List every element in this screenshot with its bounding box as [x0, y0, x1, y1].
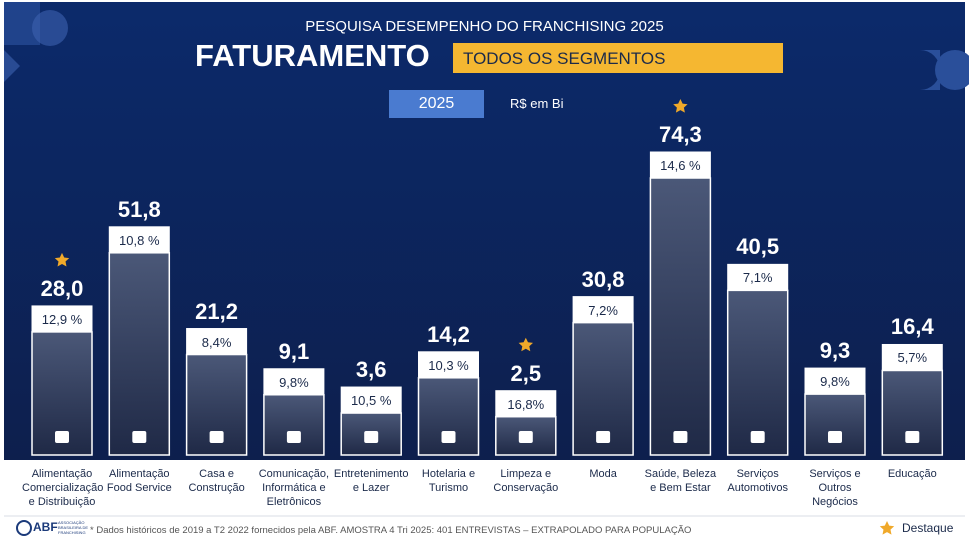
bar — [108, 252, 171, 456]
bar-icon — [828, 431, 842, 443]
bar-icon — [209, 431, 224, 443]
decor — [935, 50, 969, 90]
growth-box — [340, 386, 402, 414]
decor — [4, 2, 40, 45]
value-label: 16,4 — [890, 314, 934, 340]
bar — [263, 393, 325, 456]
value-label: 74,3 — [658, 122, 702, 147]
bar-icon — [518, 431, 533, 443]
x-tick-label: Serviços e Outros Negócios — [809, 468, 861, 508]
x-tick-label: Saúde, Beleza e Bem Estar — [644, 468, 717, 494]
highlight-star — [518, 337, 533, 352]
subtitle-box — [453, 43, 783, 73]
x-tick-label: Comunicação, Informática e Eletrônicos — [258, 468, 330, 508]
highlight-star — [673, 99, 688, 113]
bar — [804, 393, 866, 456]
value-label: 28,0 — [40, 275, 84, 301]
growth-label: 5,7% — [897, 350, 928, 366]
bar — [726, 289, 789, 456]
growth-label: 9,8% — [820, 374, 850, 390]
growth-label: 7,2% — [588, 302, 618, 318]
decor — [4, 50, 20, 82]
x-tick-label: Limpeza e Conservação — [493, 468, 559, 494]
growth-box — [727, 263, 789, 291]
growth-box — [418, 351, 479, 379]
value-label: 3,6 — [355, 357, 387, 383]
growth-label: 12,9 % — [41, 311, 83, 327]
growth-box — [186, 328, 248, 356]
bar-icon — [596, 431, 611, 443]
growth-label: 10,5 % — [350, 393, 392, 409]
decor — [920, 50, 940, 90]
value-label: 14,2 — [427, 321, 470, 347]
x-tick-label: Educação — [887, 468, 937, 480]
highlight-star — [54, 252, 70, 267]
x-tick-label: Casa e Construção — [188, 468, 245, 494]
growth-label: 10,3 % — [428, 357, 469, 373]
value-label: 21,2 — [195, 298, 238, 324]
x-tick-label: Alimentação Food Service — [106, 468, 172, 494]
year: 2025 — [418, 95, 455, 112]
growth-box — [31, 305, 93, 333]
growth-box — [572, 296, 634, 324]
legend-label: Destaque — [902, 521, 954, 535]
growth-box — [881, 343, 943, 371]
value-label: 51,8 — [117, 196, 161, 222]
bar-icon — [441, 431, 456, 443]
x-tick-label: Moda — [589, 468, 617, 480]
chart-subtitle: TODOS OS SEGMENTOS — [463, 49, 666, 68]
bar-icon — [132, 431, 147, 443]
legend-star — [879, 521, 895, 535]
growth-label: 7,1% — [742, 270, 773, 286]
growth-box — [804, 367, 866, 395]
chart-title: FATURAMENTO — [195, 38, 430, 73]
logo-mark — [16, 520, 32, 536]
x-tick-label: Hotelaria e Turismo — [421, 468, 476, 494]
supertitle: PESQUISA DESEMPENHO DO FRANCHISING 2025 — [305, 18, 664, 35]
growth-label: 9,8% — [279, 374, 309, 390]
bar-icon — [286, 431, 301, 443]
value-label: 30,8 — [581, 266, 625, 292]
growth-box — [649, 151, 711, 179]
bar-icon — [55, 431, 69, 443]
value-label: 9,1 — [278, 338, 310, 364]
value-label: 9,3 — [819, 338, 851, 364]
unit-label: R$ em Bi — [510, 96, 564, 111]
bar-icon — [905, 431, 920, 443]
x-tick-label: Serviços Automotivos — [727, 468, 788, 494]
bar — [649, 177, 712, 456]
x-tick-label: Alimentação Comercialização e Distribuiç… — [22, 468, 104, 508]
growth-label: 8,4% — [201, 334, 232, 350]
growth-label: 14,6 % — [660, 158, 701, 173]
value-label: 2,5 — [510, 360, 542, 386]
x-tick-label: Entretenimento e Lazer — [333, 468, 409, 494]
logo-subtitle: ASSOCIAÇÃO BRASILEIRA DE FRANCHISING — [58, 520, 89, 535]
growth-box — [108, 226, 170, 254]
bar-icon — [673, 431, 688, 443]
value-label: 40,5 — [736, 234, 780, 260]
bar — [417, 377, 480, 456]
decor — [32, 10, 68, 46]
growth-label: 10,8 % — [119, 232, 160, 248]
growth-box — [495, 390, 557, 418]
year-box — [389, 90, 484, 118]
growth-label: 16,8% — [507, 396, 545, 412]
bar-icon — [364, 431, 379, 443]
footnote: * Dados históricos de 2019 a T2 2022 for… — [90, 525, 692, 536]
bar-icon — [750, 431, 765, 443]
growth-box — [263, 368, 325, 396]
logo: ABF — [33, 520, 58, 534]
